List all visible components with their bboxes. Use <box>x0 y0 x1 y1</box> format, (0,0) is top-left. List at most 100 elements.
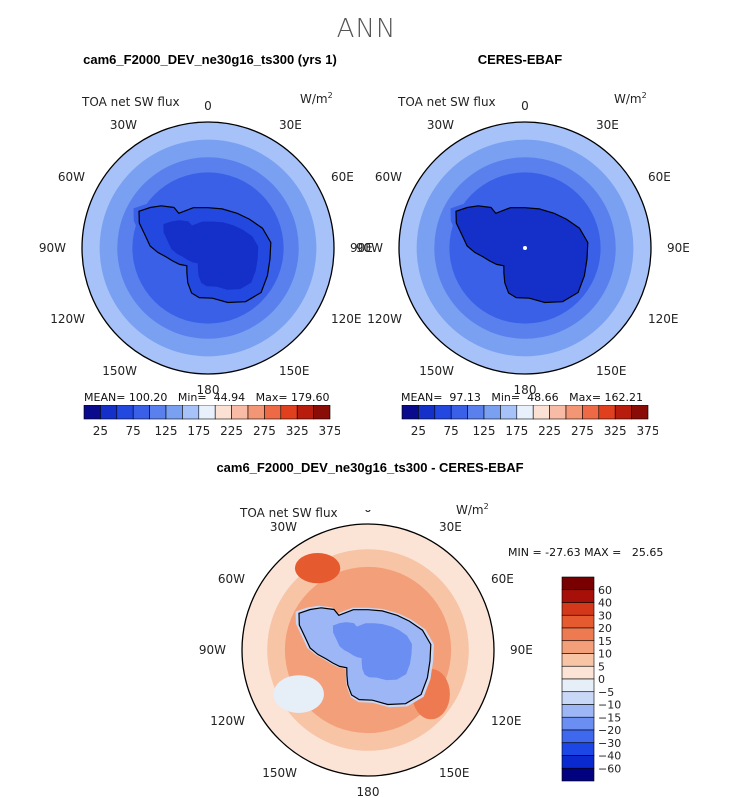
colorbar-tick-label: 40 <box>598 597 612 610</box>
colorbar-swatch <box>561 627 595 642</box>
map2-lon-label: 30E <box>596 118 619 132</box>
colorbar-swatch <box>561 704 595 718</box>
colorbar-swatch <box>264 405 282 420</box>
panel-2-map: 0 30E 60E 90E 120E 150E 180 150W 120W 90W 60W 30W <box>356 100 690 397</box>
map2-lon-label: 90E <box>667 241 690 255</box>
colorbar-tick-label: 25 <box>93 424 108 438</box>
map1-lon-label: 180 <box>197 383 220 397</box>
panel-2-stats: MEAN= 97.13 Min= 48.66 Max= 162.21 <box>401 391 644 404</box>
map1-lon-label: 90E <box>350 241 373 255</box>
colorbar-swatch <box>561 729 595 744</box>
panel-1-stats: MEAN= 100.20 Min= 44.94 Max= 179.60 <box>84 391 330 404</box>
colorbar-tick-label: 275 <box>253 424 276 438</box>
colorbar-swatch <box>434 405 452 420</box>
colorbar-tick-label: 10 <box>598 648 612 661</box>
colorbar-tick-label: 225 <box>220 424 243 438</box>
colorbar-swatch <box>296 405 314 420</box>
colorbar-swatch <box>450 405 468 420</box>
colorbar-swatch <box>280 405 298 420</box>
map3-lon-label: 30E <box>439 520 462 534</box>
colorbar-swatch <box>561 678 595 693</box>
colorbar-swatch <box>561 665 595 680</box>
colorbar-swatch <box>182 405 200 420</box>
diff-panel-title: cam6_F2000_DEV_ne30g16_ts300 - CERES-EBA… <box>216 460 524 475</box>
colorbar-swatch <box>467 405 485 420</box>
map1-lon-label: 90W <box>39 241 66 255</box>
plateau-fill <box>163 220 259 290</box>
colorbar-tick-label: 0 <box>598 673 605 686</box>
diff-coolspot <box>273 675 324 713</box>
colorbar-swatch <box>549 405 567 420</box>
colorbar-swatch <box>149 405 167 420</box>
colorbar-swatch <box>561 576 595 591</box>
colorbar-tick-label: 60 <box>598 584 612 597</box>
map1-lon-label: 60W <box>58 170 85 184</box>
colorbar-tick-label: 375 <box>637 424 658 438</box>
coastline <box>298 607 432 706</box>
colorbar-tick-label: 325 <box>604 424 627 438</box>
panel-2-var-label: TOA net SW flux <box>398 95 496 109</box>
colorbar-swatch <box>214 405 232 420</box>
map2-lon-label: 60E <box>648 170 671 184</box>
map1-lon-label: 150W <box>102 364 137 378</box>
colorbar-swatch <box>561 614 595 629</box>
map-border <box>398 121 652 375</box>
colorbar-swatch <box>561 653 595 667</box>
map2-lon-label: 120W <box>367 312 402 326</box>
coastline <box>455 205 589 304</box>
colorbar-swatch <box>132 405 150 420</box>
colorbar-swatch <box>198 405 216 420</box>
panel-1-colorbar: 25 75 125 175 225 275 325 375 <box>83 405 340 438</box>
colorbar-swatch <box>598 405 616 420</box>
colorbar-tick-label: 175 <box>187 424 210 438</box>
colorbar-tick-label: 25 <box>411 424 426 438</box>
colorbar-swatch <box>231 405 249 420</box>
colorbar-swatch <box>561 716 595 731</box>
colorbar-tick-label: −5 <box>598 686 614 699</box>
colorbar-swatch <box>561 691 595 705</box>
colorbar-swatch <box>516 405 534 420</box>
map2-lon-label: 30W <box>427 118 454 132</box>
colorbar-tick-label: 125 <box>155 424 178 438</box>
colorbar-swatch <box>100 405 118 420</box>
continent-fill <box>456 205 588 303</box>
map2-lon-label: 150E <box>596 364 627 378</box>
map3-lon-label: 0 <box>364 510 372 515</box>
map1-lon-label: 0 <box>204 100 212 113</box>
colorbar-tick-label: −20 <box>598 724 621 737</box>
panel-2-units: W/m2 <box>614 91 647 106</box>
colorbar-swatch <box>561 640 595 654</box>
map1-lon-label: 120W <box>50 312 85 326</box>
coastline <box>138 205 272 304</box>
colorbar-swatch <box>532 405 550 420</box>
panel-1-map: 0 30E 60E 90E 120E 150E 180 150W 120W 90W 60W 30W <box>39 100 373 397</box>
map3-lon-label: 150W <box>262 766 297 780</box>
season-title: ANN <box>336 14 397 44</box>
colorbar-swatch <box>483 405 501 420</box>
colorbar-swatch <box>418 405 436 420</box>
diff-hotspot <box>294 552 341 584</box>
colorbar-tick-label: −60 <box>598 762 621 775</box>
colorbar-swatch <box>631 405 649 420</box>
map1-lon-label: 60E <box>331 170 354 184</box>
diff-continent-inner <box>332 622 412 681</box>
panel-1-title: cam6_F2000_DEV_ne30g16_ts300 (yrs 1) <box>83 52 337 67</box>
colorbar-tick-label: 275 <box>571 424 594 438</box>
map1-lon-label: 30E <box>279 118 302 132</box>
map1-lon-label: 150E <box>279 364 310 378</box>
colorbar-swatch <box>582 405 600 420</box>
panel-1-var-label: TOA net SW flux <box>82 95 180 109</box>
colorbar-tick-label: 75 <box>444 424 459 438</box>
colorbar-tick-label: 225 <box>538 424 561 438</box>
colorbar-swatch <box>83 405 101 420</box>
map2-lon-label: 90W <box>356 241 383 255</box>
colorbar-tick-label: −30 <box>598 737 621 750</box>
map3-lon-label: 90W <box>199 643 226 657</box>
diff-panel-map: 0 30E 60E 90E 120E 150E 180 150W 120W 90W 60W 30W <box>199 510 533 798</box>
colorbar-swatch <box>561 767 595 782</box>
colorbar-tick-label: −40 <box>598 750 621 763</box>
map2-lon-label: 150W <box>419 364 454 378</box>
colorbar-swatch <box>561 742 595 756</box>
map3-lon-label: 60W <box>218 572 245 586</box>
